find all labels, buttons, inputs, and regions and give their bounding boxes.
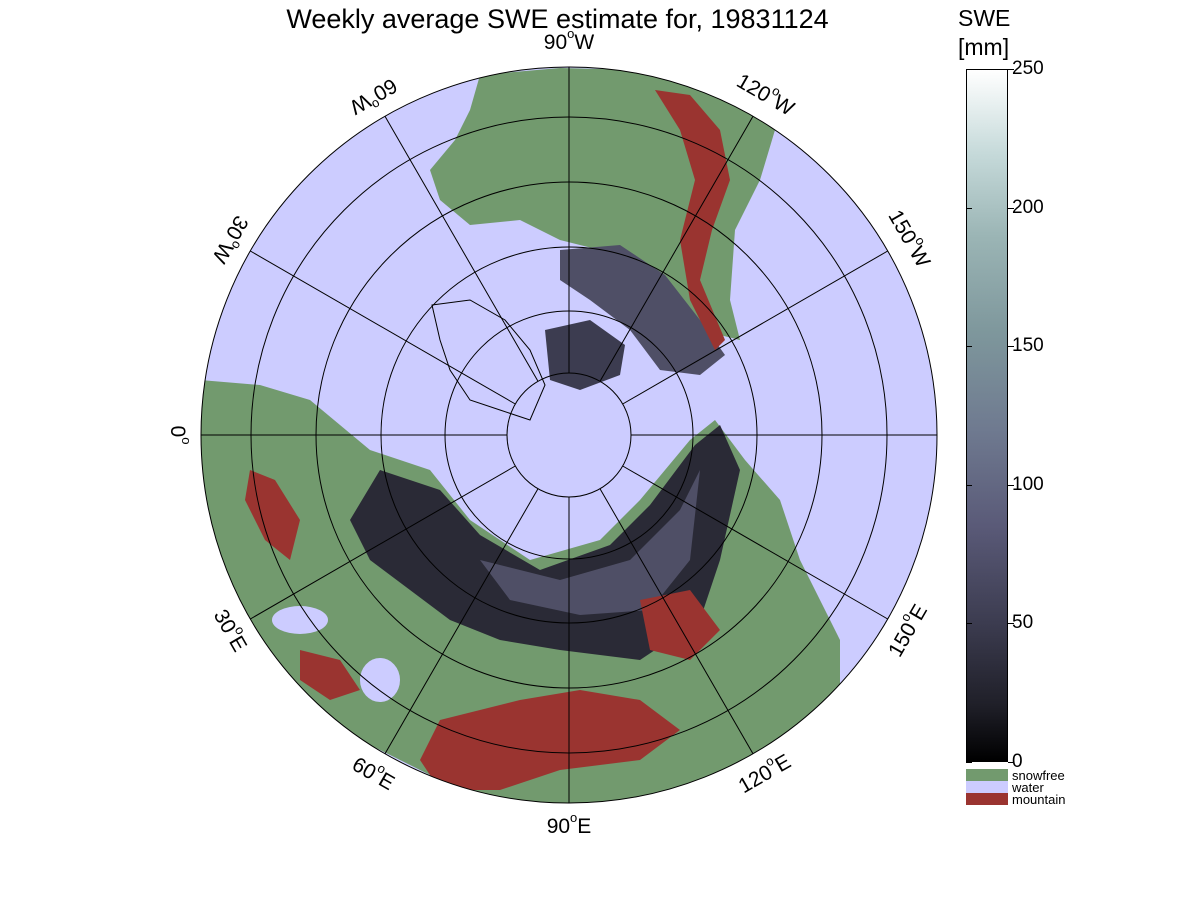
longitude-label-90e: 90oE: [547, 810, 592, 837]
colorbar-tick-label: 250: [1012, 58, 1044, 79]
colorbar-tick-label: 150: [1012, 335, 1044, 357]
snow-north-america: [560, 245, 725, 375]
colorbar-title: SWE [mm]: [958, 4, 1010, 62]
longitude-hemisphere: W: [905, 242, 935, 271]
colorbar-tick-mark: [966, 484, 972, 486]
colorbar-tick-label: 200: [1012, 196, 1044, 218]
caspian-sea: [360, 658, 400, 702]
colorbar-tick-mark: [966, 762, 972, 763]
legend-swatch-water: [966, 781, 1008, 793]
longitude-hemisphere: E: [577, 815, 591, 838]
longitude-label-90w: 90oW: [544, 26, 595, 53]
colorbar-tick-mark: [966, 69, 972, 70]
mountain-caucasus: [300, 650, 360, 700]
colorbar-tick-mark: [1008, 207, 1014, 209]
longitude-hemisphere: W: [574, 31, 594, 54]
legend-swatch-mountain: [966, 793, 1008, 805]
longitude-label-0: 0o: [166, 426, 193, 445]
polar-stereographic-map: 90oW120oW150oW180oW150oE120oE90oE60oE30o…: [166, 26, 938, 838]
colorbar-tick-mark: [966, 207, 972, 209]
legend-label-water: water: [1012, 780, 1044, 795]
degree-symbol: o: [570, 810, 577, 825]
longitude-hemisphere: W: [346, 89, 375, 119]
colorbar-tick-mark: [1008, 69, 1014, 70]
colorbar-title-quantity: SWE: [958, 5, 1011, 31]
longitude-value: 60: [348, 753, 380, 785]
longitude-hemisphere: E: [225, 632, 252, 656]
colorbar-title-unit: [mm]: [958, 34, 1010, 60]
colorbar-tick-mark: [1008, 762, 1014, 763]
degree-symbol: o: [567, 26, 574, 41]
longitude-hemisphere: E: [771, 750, 795, 777]
meridian-line: [250, 250, 516, 405]
legend-label-snowfree: snowfree: [1012, 768, 1065, 783]
meridian-line: [384, 488, 539, 754]
longitude-value: 0: [166, 426, 189, 438]
colorbar-tick-mark: [966, 346, 972, 348]
colorbar-tick-mark: [966, 623, 972, 625]
degree-symbol: o: [179, 437, 194, 444]
meridian-line: [599, 488, 754, 754]
colorbar-gradient: [966, 69, 1008, 762]
meridian-line: [622, 465, 888, 620]
colorbar-tick-label: 0: [1012, 751, 1023, 772]
longitude-value: 120: [733, 69, 775, 106]
mountain-central-asia: [420, 690, 680, 790]
mountain-scandinavia: [245, 470, 300, 560]
colorbar-tick-label: 100: [1012, 473, 1044, 495]
meridian-line: [250, 465, 516, 620]
graticule: [200, 66, 938, 804]
snow-siberia-deep: [480, 470, 700, 615]
meridian-line: [599, 116, 754, 382]
longitude-value: 30: [221, 212, 253, 244]
longitude-value: 90: [547, 815, 570, 838]
longitude-value: 90: [544, 31, 567, 54]
longitude-value: 150: [884, 619, 921, 661]
legend-swatch-snowfree: [966, 769, 1008, 781]
colorbar-tick-mark: [1008, 484, 1014, 486]
meridian-line: [622, 250, 888, 405]
colorbar-tick-mark: [1008, 623, 1014, 625]
mountain-rockies: [655, 90, 730, 350]
mountain-east-siberia: [640, 590, 720, 660]
meridian-line: [384, 116, 539, 382]
map-title: Weekly average SWE estimate for, 1983112…: [286, 4, 829, 34]
black-sea: [272, 606, 328, 634]
colorbar-tick-mark: [1008, 346, 1014, 348]
legend-label-mountain: mountain: [1012, 792, 1066, 807]
colorbar-tick-label: 50: [1012, 612, 1034, 634]
land-greenland: [431, 299, 546, 421]
